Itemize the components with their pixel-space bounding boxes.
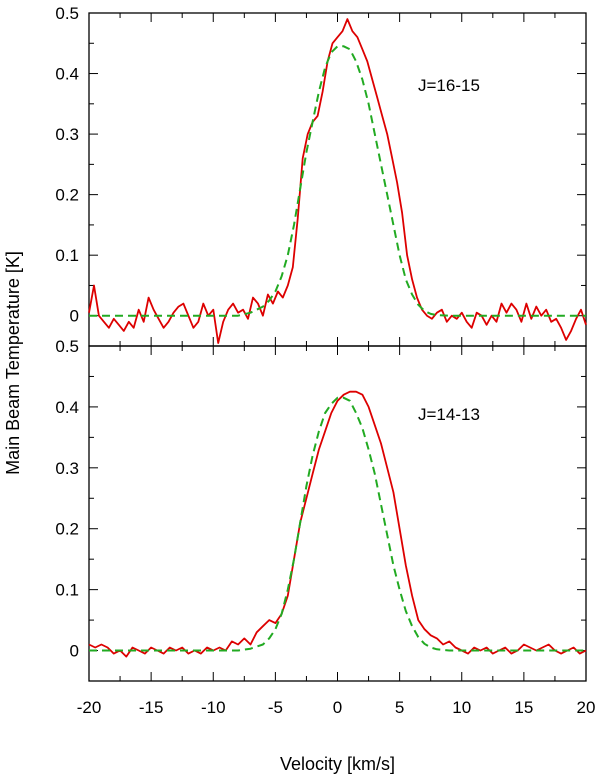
x-tick-label: 5: [395, 698, 404, 717]
x-tick-label: -5: [268, 698, 283, 717]
y-tick-label: 0.4: [55, 398, 79, 417]
y-tick-label: 0.5: [55, 337, 79, 356]
y-tick-label: 0: [70, 307, 79, 326]
x-tick-label: -20: [77, 698, 102, 717]
x-tick-label: 0: [333, 698, 342, 717]
y-tick-label: 0.3: [55, 125, 79, 144]
fit-line-dashed-2: [89, 396, 586, 652]
y-tick-label: 0.1: [55, 246, 79, 265]
x-tick-label: 20: [577, 698, 596, 717]
x-tick-label: -15: [139, 698, 164, 717]
y-tick-label: 0.5: [55, 4, 79, 23]
y-tick-label: 0.4: [55, 65, 79, 84]
y-tick-label: 0: [70, 642, 79, 661]
x-axis-title: Velocity [km/s]: [280, 754, 395, 774]
x-tick-label: -10: [201, 698, 226, 717]
transition-label-2: J=14-13: [418, 405, 480, 424]
y-axis-title: Main Beam Temperature [K]: [3, 251, 23, 475]
spectrum-line-2: [88, 390, 587, 658]
fit-line-dashed-1: [89, 45, 586, 317]
y-tick-label: 0.2: [55, 520, 79, 539]
y-tick-label: 0.3: [55, 459, 79, 478]
x-tick-label: 15: [514, 698, 533, 717]
plot-frame-2: [88, 345, 587, 682]
transition-label-1: J=16-15: [418, 76, 480, 95]
spectrum-line-1: [88, 18, 587, 344]
y-tick-label: 0.2: [55, 186, 79, 205]
y-tick-label: 0.1: [55, 581, 79, 600]
x-tick-label: 10: [452, 698, 471, 717]
plot-frame-1: [88, 12, 587, 347]
